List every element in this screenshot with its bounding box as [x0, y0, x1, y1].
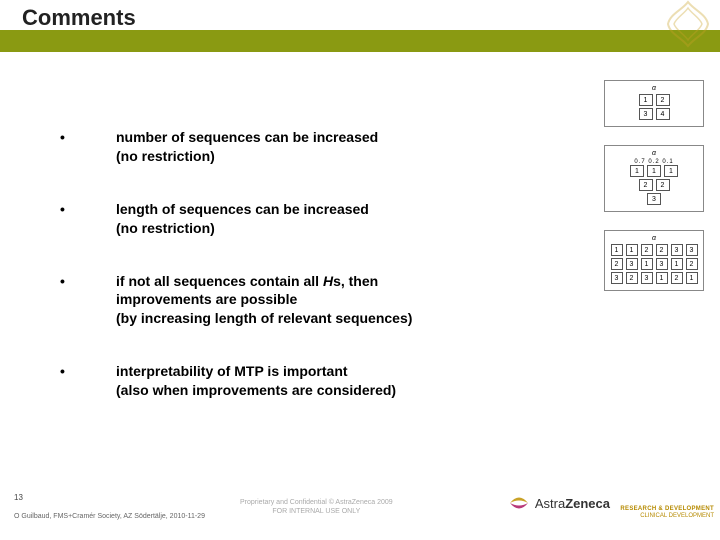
bullet-text: length of sequences can be increased(no … — [116, 200, 460, 238]
diagram-node: 1 — [630, 165, 644, 177]
bullet-dot: • — [60, 128, 116, 166]
diagram-row: 3 — [609, 193, 699, 205]
diagram-node: 2 — [639, 179, 653, 191]
diagram-node: 1 — [664, 165, 678, 177]
diagram-box: α0.7 0.2 0.1111223 — [604, 145, 704, 212]
slide: Comments •number of sequences can be inc… — [0, 0, 720, 540]
rd-line2: CLINICAL DEVELOPMENT — [620, 513, 714, 520]
diagram-node: 3 — [671, 244, 683, 256]
diagram-node: 1 — [686, 272, 698, 284]
diagram-node: 2 — [671, 272, 683, 284]
diagram-node: 3 — [686, 244, 698, 256]
diagram-row: 34 — [609, 108, 699, 120]
diagram-row: 111 — [609, 165, 699, 177]
diagram-node: 2 — [656, 179, 670, 191]
bullet-dot: • — [60, 272, 116, 329]
diagram-box: α1234 — [604, 80, 704, 127]
diagram-node: 3 — [656, 258, 668, 270]
diagram-node: 1 — [656, 272, 668, 284]
diagram-node: 2 — [656, 94, 670, 106]
rd-block: RESEARCH & DEVELOPMENT CLINICAL DEVELOPM… — [620, 506, 714, 520]
logo-text-b: Zeneca — [565, 496, 610, 511]
corner-logo-icon — [664, 0, 712, 48]
bullet-dot: • — [60, 200, 116, 238]
diagram-row: 112233 — [609, 244, 699, 256]
diagram-box: α112233231312323121 — [604, 230, 704, 291]
diagram-alpha: α — [609, 85, 699, 92]
diagram-node: 1 — [647, 165, 661, 177]
diagram-node: 1 — [626, 244, 638, 256]
diagram-alpha: α — [609, 235, 699, 242]
header-bar — [0, 30, 720, 52]
diagram-node: 3 — [641, 272, 653, 284]
diagram-row: 12 — [609, 94, 699, 106]
diagram-node: 1 — [639, 94, 653, 106]
logo-text: AstraZeneca — [535, 496, 610, 511]
bullet-list: •number of sequences can be increased(no… — [60, 128, 460, 434]
diagram-node: 2 — [626, 272, 638, 284]
diagram-row: 231312 — [609, 258, 699, 270]
bullet-item: •if not all sequences contain all Hs, th… — [60, 272, 460, 329]
bullet-item: •interpretability of MTP is important(al… — [60, 362, 460, 400]
diagram-node: 3 — [639, 108, 653, 120]
bullet-item: •length of sequences can be increased(no… — [60, 200, 460, 238]
footer-confidential: Proprietary and Confidential © AstraZene… — [240, 498, 393, 516]
diagram-node: 1 — [671, 258, 683, 270]
diagram-node: 2 — [641, 244, 653, 256]
diagram-node: 1 — [641, 258, 653, 270]
diagram-node: 2 — [656, 244, 668, 256]
astrazeneca-logo: AstraZeneca — [506, 490, 610, 516]
bullet-item: •number of sequences can be increased(no… — [60, 128, 460, 166]
bullet-text: number of sequences can be increased(no … — [116, 128, 460, 166]
diagram-row: 22 — [609, 179, 699, 191]
diagram-node: 3 — [611, 272, 623, 284]
diagram-node: 4 — [656, 108, 670, 120]
diagram-row: 323121 — [609, 272, 699, 284]
diagram-alpha: α — [609, 150, 699, 157]
bullet-text: interpretability of MTP is important(als… — [116, 362, 460, 400]
diagram-column: α1234α0.7 0.2 0.1111223α1122332313123231… — [604, 80, 704, 309]
diagram-node: 2 — [686, 258, 698, 270]
page-number: 13 — [14, 493, 23, 502]
footer-line2: FOR INTERNAL USE ONLY — [240, 507, 393, 516]
swirl-icon — [506, 490, 532, 516]
footer-line1: Proprietary and Confidential © AstraZene… — [240, 498, 393, 507]
diagram-node: 3 — [626, 258, 638, 270]
bullet-dot: • — [60, 362, 116, 400]
rd-line1: RESEARCH & DEVELOPMENT — [620, 506, 714, 513]
page-title: Comments — [22, 5, 136, 31]
diagram-node: 2 — [611, 258, 623, 270]
footer-attribution: O Guilbaud, FMS+Cramér Society, AZ Söder… — [14, 513, 205, 520]
bullet-text: if not all sequences contain all Hs, the… — [116, 272, 460, 329]
logo-text-a: Astra — [535, 496, 565, 511]
diagram-node: 1 — [611, 244, 623, 256]
diagram-node: 3 — [647, 193, 661, 205]
